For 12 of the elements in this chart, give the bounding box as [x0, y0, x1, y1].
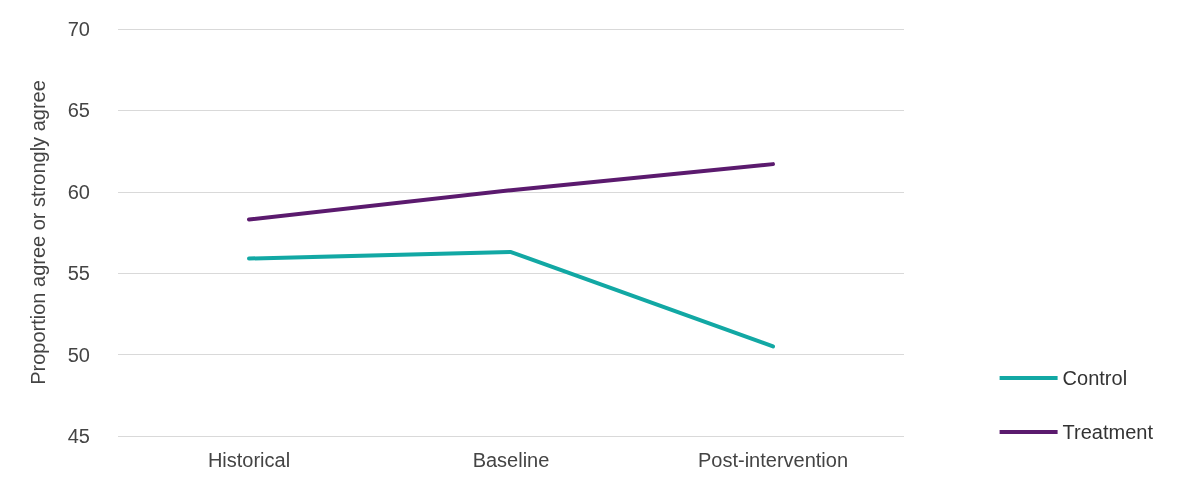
y-tick-label: 50 — [67, 343, 90, 366]
x-tick-label: Baseline — [472, 449, 550, 471]
y-tick-label: 45 — [67, 425, 90, 447]
legend-label: Treatment — [1062, 421, 1154, 443]
legend-label: Control — [1062, 367, 1128, 389]
x-tick-label: Post-intervention — [697, 449, 849, 471]
y-tick-label: 70 — [67, 18, 90, 40]
y-tick-label: 65 — [67, 99, 90, 122]
y-tick-label: 60 — [67, 180, 90, 203]
x-tick-label: Historical — [207, 449, 291, 471]
y-tick-label: 55 — [67, 262, 90, 285]
y-axis-title: Proportion agree or strongly agree — [27, 80, 49, 385]
